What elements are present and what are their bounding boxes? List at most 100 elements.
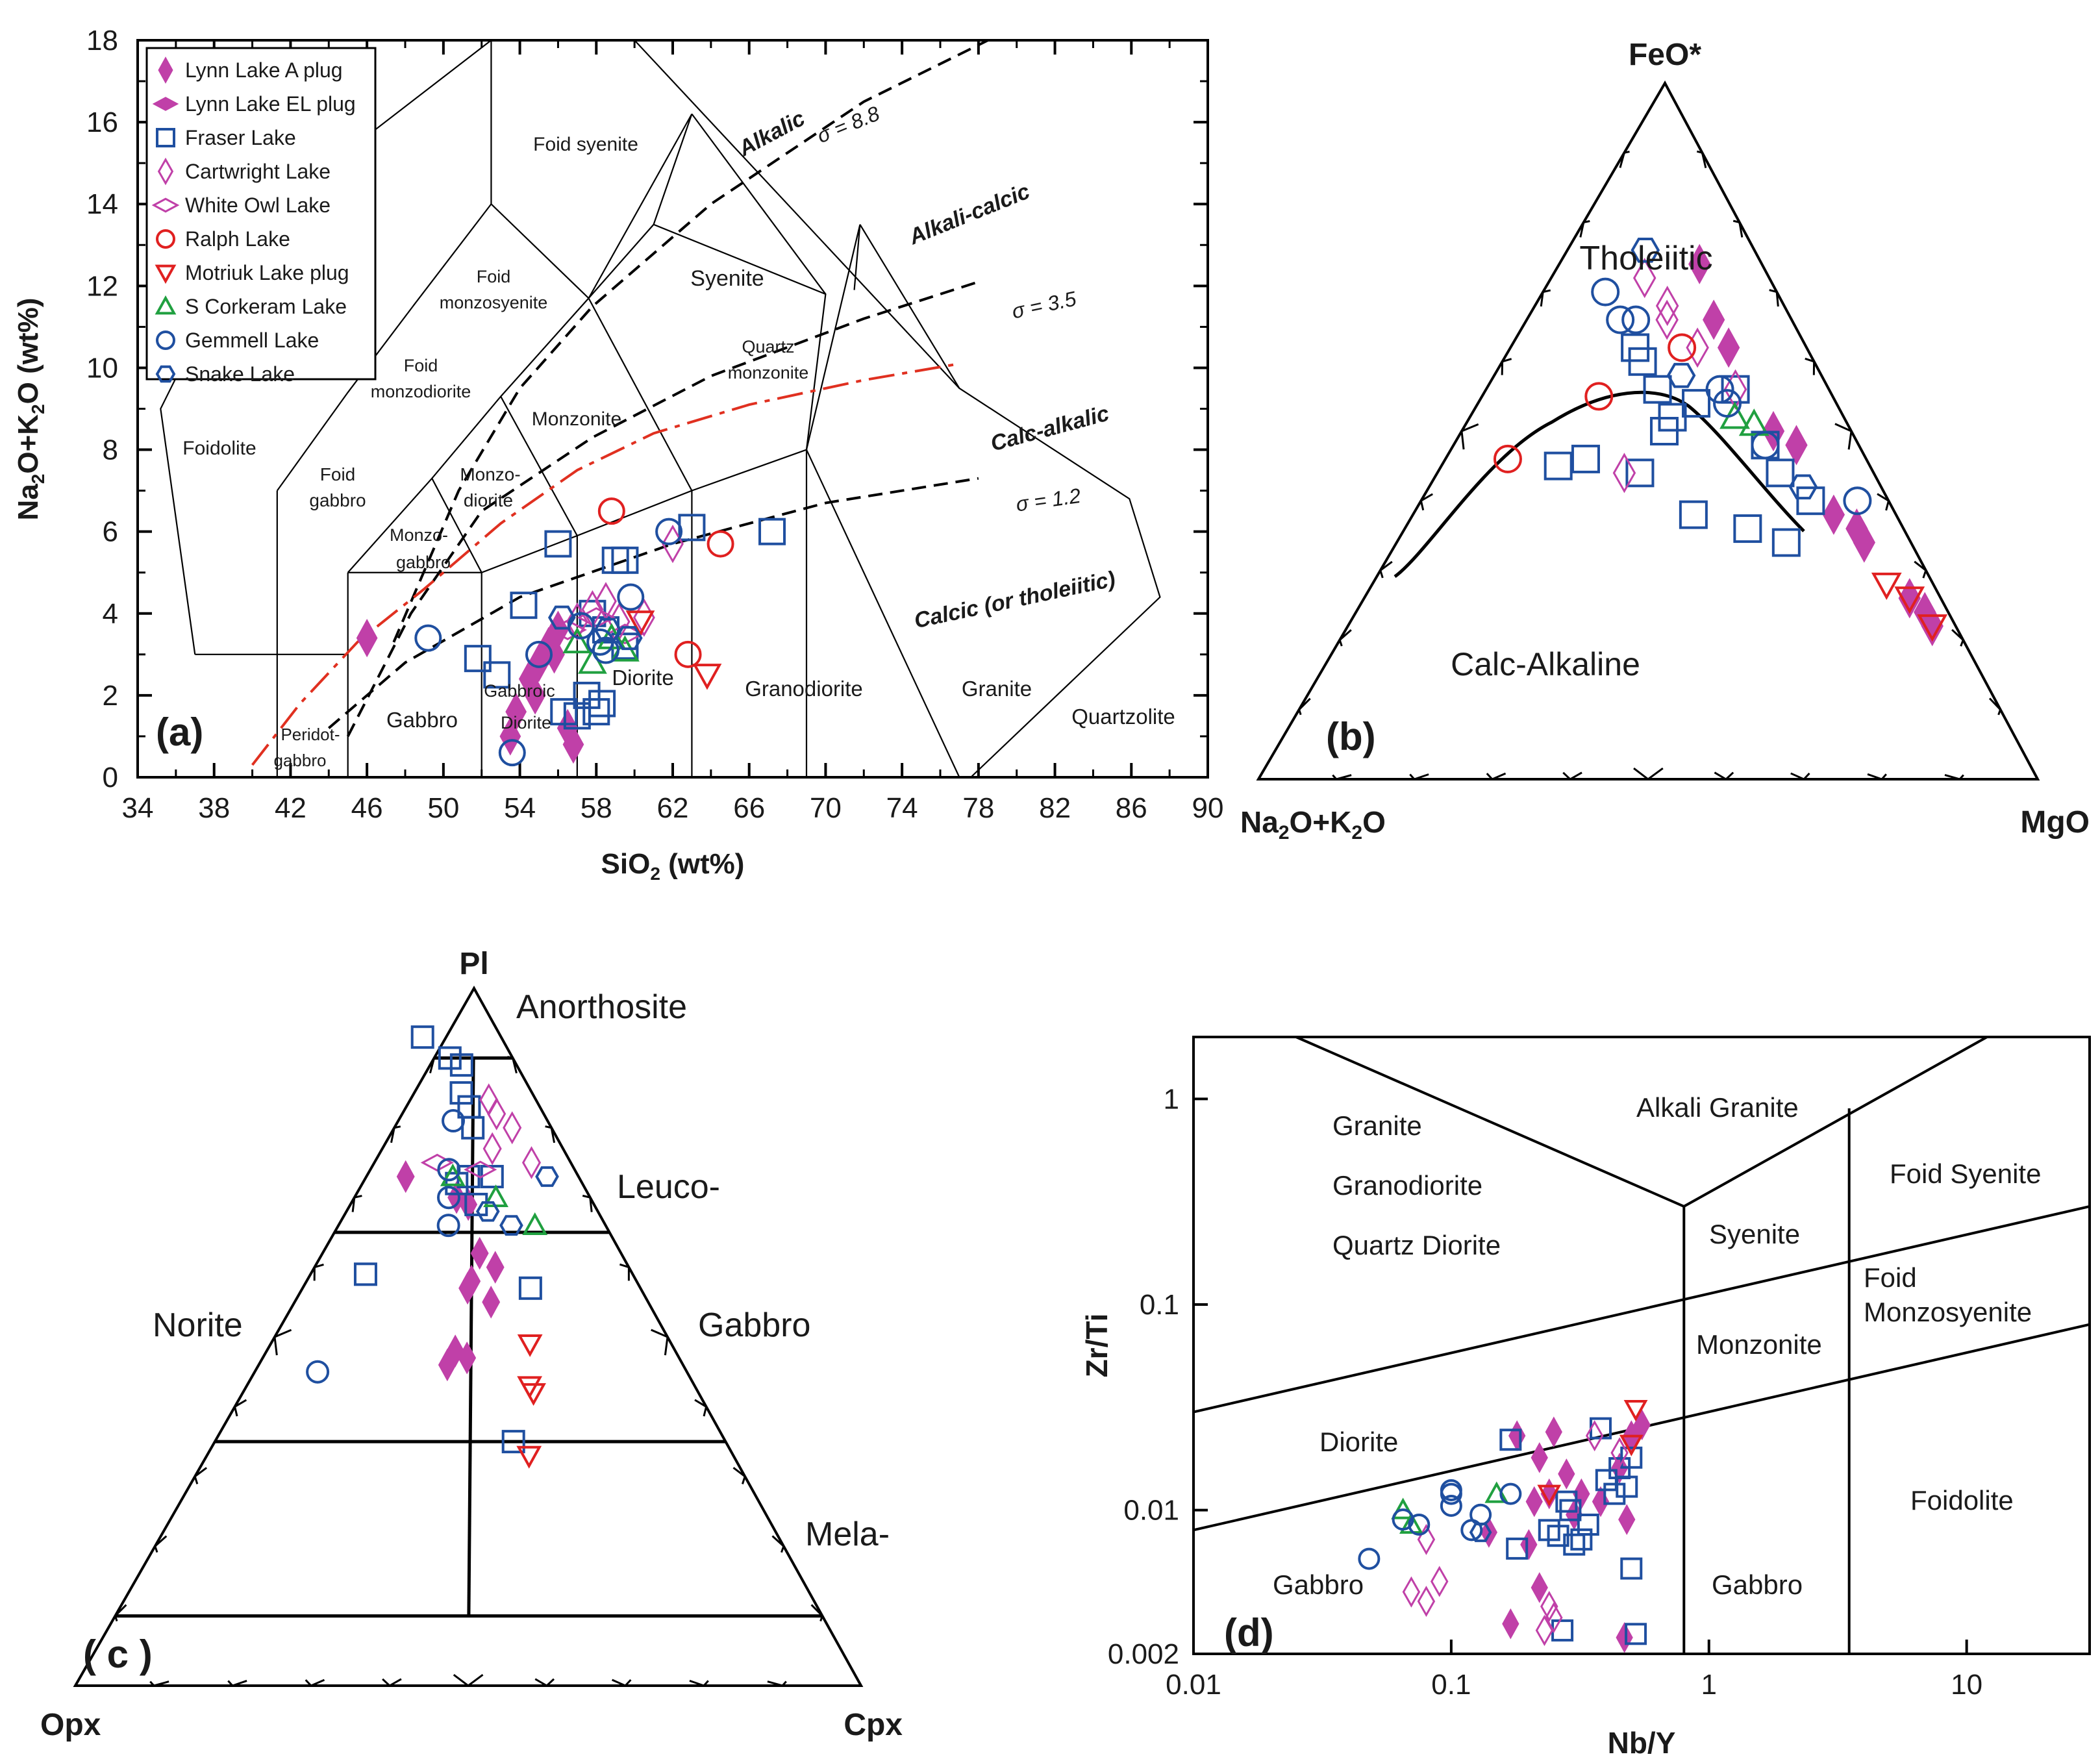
b-point-lynn-lake-a-plug-4 — [1785, 425, 1808, 466]
a-xtick-label-42: 42 — [275, 792, 306, 824]
c-apex-pl: Pl — [459, 947, 488, 981]
a-point-fraser-lake-8 — [588, 690, 616, 718]
d-point-cartwright-lake-6 — [1535, 1614, 1554, 1646]
a-field-foidolite: Foidolite — [182, 438, 256, 459]
a-field-line-15 — [588, 114, 693, 299]
d-point-fraser-lake-1 — [1506, 1537, 1529, 1560]
a-field-line-19 — [859, 224, 1161, 778]
c-point-motriuk-lake-plug-2 — [521, 1383, 546, 1406]
panel-d-field-lines — [1193, 1036, 2090, 1654]
d-point-cartwright-lake-4 — [1540, 1591, 1558, 1623]
c-point-gemmell-lake-3 — [436, 1214, 460, 1238]
c-tick-2-2 — [390, 1125, 401, 1143]
b-apex-feo: FeO* — [1629, 38, 1701, 72]
a-xtick-label-70: 70 — [810, 792, 842, 824]
d-xtick-label-0.1: 0.1 — [1431, 1669, 1471, 1701]
b-tick-1-6 — [1805, 357, 1816, 375]
c-tick-0-8 — [689, 1679, 709, 1687]
d-point-lynn-lake-a-plug-7 — [1592, 1486, 1610, 1517]
c-point-fraser-lake-3 — [449, 1081, 473, 1105]
c-point-snake-lake-1 — [499, 1215, 523, 1236]
legend-label-cartwright-lake: Cartwright Lake — [185, 160, 331, 183]
d-field-granite: Granite — [1332, 1110, 1422, 1141]
d-point-lynn-lake-a-plug-2 — [1545, 1416, 1562, 1448]
d-field-alkali-granite: Alkali Granite — [1636, 1092, 1799, 1123]
b-point-gemmell-lake-1 — [1606, 305, 1635, 334]
c-point-cartwright-lake-1 — [487, 1097, 506, 1130]
d-point-cartwright-lake-7 — [1585, 1420, 1604, 1452]
d-field-granodiorite: Granodiorite — [1332, 1170, 1482, 1201]
a-point-fraser-lake-14 — [758, 518, 786, 545]
panel-d-frame — [1192, 1036, 2091, 1655]
c-point-lynn-lake-a-plug-0 — [396, 1160, 415, 1193]
a-point-fraser-lake-2 — [510, 592, 538, 619]
c-tick-0-3 — [305, 1679, 325, 1687]
a-point-fraser-lake-11 — [611, 546, 639, 574]
a-point-ralph-lake-0 — [597, 497, 625, 525]
b-tick-0-7 — [1790, 772, 1810, 781]
d-point-motriuk-lake-plug-0 — [1623, 1400, 1648, 1422]
a-xtick-label-66: 66 — [733, 792, 765, 824]
c-label-norite: Norite — [153, 1306, 243, 1344]
d-point-lynn-lake-a-plug-3 — [1525, 1486, 1543, 1517]
b-tick-2-9 — [1297, 697, 1311, 716]
a-field-foid-3: Foid — [320, 464, 355, 484]
d-point-fraser-lake-5 — [1559, 1499, 1582, 1521]
d-ytick-label-0.002: 0.002 — [1108, 1638, 1179, 1670]
legend-marker-s-corkeram-lake — [155, 295, 177, 315]
b-point-snake-lake-0 — [1631, 237, 1660, 263]
d-field-monzonite: Monzonite — [1696, 1329, 1822, 1360]
c-tick-2-6 — [233, 1399, 247, 1417]
c-tick-1-8 — [545, 1125, 556, 1143]
b-point-gemmell-lake-3 — [1705, 375, 1734, 404]
c-point-cartwright-lake-0 — [479, 1083, 499, 1117]
c-point-fraser-lake-11 — [518, 1276, 542, 1300]
d-point-fraser-lake-11 — [1603, 1482, 1626, 1505]
d-point-s-corkeram-lake-0 — [1391, 1497, 1416, 1519]
b-apex-alkali: Na2O+K2O — [1240, 805, 1386, 843]
panel-a-field-labels: Foid syenite Foid monzosyenite Syenite Q… — [182, 134, 1175, 770]
d-point-fraser-lake-13 — [1616, 1475, 1638, 1498]
a-point-fraser-lake-0 — [464, 645, 492, 673]
b-point-ralph-lake-2 — [1584, 382, 1614, 411]
legend-label-white-owl-lake: White Owl Lake — [185, 194, 331, 217]
d-field-quartz-diorite: Quartz Diorite — [1332, 1230, 1501, 1260]
b-tick-2-4 — [1501, 358, 1512, 375]
c-point-snake-lake-2 — [535, 1166, 559, 1187]
c-point-fraser-lake-1 — [438, 1046, 462, 1070]
c-point-gemmell-lake-2 — [437, 1186, 460, 1210]
a-xtick-label-50: 50 — [427, 792, 459, 824]
a-field-granodiorite: Granodiorite — [745, 677, 863, 701]
d-field-monzosyenite: Monzosyenite — [1864, 1297, 2032, 1327]
d-point-cartwright-lake-2 — [1402, 1576, 1421, 1608]
a-field-diorite-line: diorite — [464, 490, 513, 510]
a-point-lynn-lake-a-plug-10 — [544, 635, 565, 674]
d-ytick-label-1: 1 — [1164, 1083, 1179, 1115]
a-xtick-label-74: 74 — [886, 792, 918, 824]
c-label-mela: Mela- — [805, 1516, 890, 1553]
d-point-cartwright-lake-1 — [1430, 1566, 1449, 1597]
a-field-foid-2: Foid — [404, 356, 438, 375]
a-ytick-label-18: 18 — [86, 25, 118, 56]
d-point-fraser-lake-7 — [1570, 1528, 1593, 1551]
b-tick-0-6 — [1714, 771, 1734, 781]
a-sigma-3-5: σ = 3.5 — [1010, 286, 1079, 323]
c-point-gemmell-lake-1 — [437, 1158, 461, 1182]
c-tick-0-5 — [453, 1673, 484, 1687]
a-field-syenite: Syenite — [690, 266, 764, 291]
a-field-gabbroic: Gabbroic — [484, 681, 555, 701]
a-point-motriuk-lake-plug-0 — [625, 610, 655, 637]
legend-marker-lynn-lake-el-plug — [152, 97, 179, 111]
b-point-motriuk-lake-plug-0 — [1871, 572, 1902, 600]
a-ytick-label-2: 2 — [103, 680, 118, 712]
a-label-alkalic: Alkalic — [734, 106, 809, 162]
d-field-diorite: Diorite — [1319, 1427, 1398, 1457]
a-xtick-label-46: 46 — [351, 792, 383, 824]
d-point-lynn-lake-a-plug-12 — [1520, 1529, 1538, 1560]
c-point-fraser-lake-7 — [480, 1164, 504, 1188]
a-xtick-label-34: 34 — [122, 792, 154, 824]
d-point-gemmell-lake-5 — [1440, 1494, 1462, 1517]
b-apex-mgo: MgO — [2020, 805, 2090, 840]
d-xtick-label-0.01: 0.01 — [1166, 1669, 1221, 1701]
a-point-fraser-lake-3 — [544, 530, 572, 558]
